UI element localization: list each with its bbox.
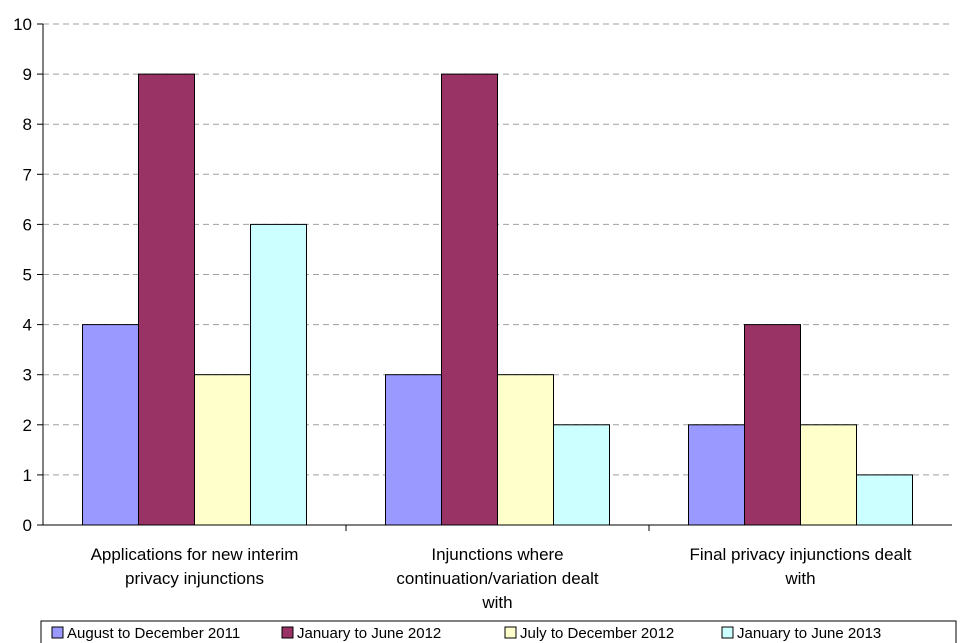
legend-swatch — [721, 626, 734, 639]
y-tick-label: 1 — [23, 466, 32, 485]
x-axis-categories: Applications for new interim privacy inju… — [91, 545, 912, 612]
legend-swatch — [504, 626, 517, 639]
bar — [497, 374, 554, 526]
legend-label: August to December 2011 — [67, 625, 240, 642]
y-tick-label: 4 — [23, 316, 32, 335]
y-tick-label: 5 — [23, 266, 32, 285]
y-tick-label: 7 — [23, 165, 32, 184]
bar — [688, 424, 745, 526]
legend-label: January to June 2012 — [297, 625, 441, 642]
bar — [553, 424, 610, 526]
legend-swatch — [281, 626, 294, 639]
bar — [138, 73, 195, 526]
legend-label: January to June 2013 — [737, 625, 881, 642]
bars-group — [82, 73, 913, 526]
axes — [37, 23, 952, 531]
bar — [856, 474, 913, 526]
y-tick-label: 6 — [23, 215, 32, 234]
legend-label: July to December 2012 — [520, 625, 674, 642]
bar — [250, 223, 307, 526]
bar — [744, 324, 801, 526]
y-axis-ticks: 0 1 2 3 4 5 6 7 8 9 10 — [13, 15, 32, 535]
legend: August to December 2011 January to June 2… — [40, 620, 957, 643]
x-category-label: Applications for new interim privacy inju… — [91, 545, 299, 588]
y-tick-label: 3 — [23, 366, 32, 385]
y-tick-label: 0 — [23, 516, 32, 535]
legend-swatch — [51, 626, 64, 639]
bar — [194, 374, 251, 526]
y-tick-label: 10 — [13, 15, 32, 34]
x-category-label: Injunctions where continuation/variation … — [396, 545, 599, 612]
bar — [385, 374, 442, 526]
y-tick-label: 2 — [23, 416, 32, 435]
y-tick-label: 8 — [23, 115, 32, 134]
x-category-label: Final privacy injunctions dealt with — [689, 545, 911, 588]
bar — [82, 324, 139, 526]
y-tick-label: 9 — [23, 65, 32, 84]
bar — [441, 73, 498, 526]
bar — [800, 424, 857, 526]
